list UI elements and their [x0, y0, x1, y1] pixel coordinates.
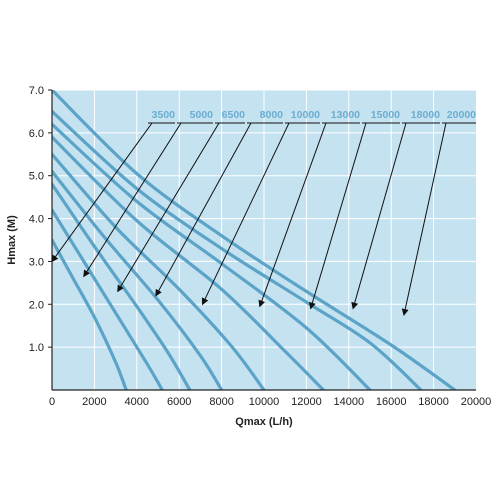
y-tick-label: 5.0: [29, 171, 44, 183]
x-tick-label: 6000: [167, 396, 191, 408]
x-tick-label: 8000: [209, 396, 233, 408]
leader-arrow-6500: [117, 122, 220, 293]
curve-18000: [52, 109, 423, 390]
leader-arrow-20000: [401, 122, 447, 316]
axes: 0 2000 4000 6000 8000 10000 12000 14000 16000 180…: [29, 85, 492, 408]
leader-arrows: [51, 122, 447, 316]
leader-arrow-15000: [309, 122, 367, 310]
leader-arrow-18000: [351, 122, 407, 310]
leader-arrow-3500: [51, 122, 153, 263]
y-tick-label: 2.0: [29, 299, 44, 311]
y-axis-title: Hmax (M): [6, 215, 18, 265]
curve-8000: [52, 169, 224, 390]
legend-label-5000: 5000: [190, 109, 214, 121]
leader-arrow-13000: [258, 122, 327, 308]
x-tick-label: 10000: [249, 396, 280, 408]
y-tick-label: 6.0: [29, 128, 44, 140]
curve-5000: [52, 208, 164, 390]
x-tick-label: 2000: [82, 396, 106, 408]
legend-label-15000: 15000: [371, 109, 400, 121]
pump-curves: [52, 90, 457, 390]
leader-arrow-5000: [83, 122, 182, 278]
legend-label-13000: 13000: [331, 109, 360, 121]
curve-10000: [52, 152, 266, 390]
y-tick-label: 7.0: [29, 85, 44, 97]
y-tick-label: 1.0: [29, 342, 44, 354]
x-tick-label: 16000: [376, 396, 407, 408]
legend-label-6500: 6500: [222, 109, 246, 121]
y-tick-label: 3.0: [29, 256, 44, 268]
y-tick-label: 4.0: [29, 214, 44, 226]
curve-13000: [52, 135, 325, 390]
leader-arrow-8000: [155, 122, 252, 297]
legend: 3500 5000 6500 8000 10000 13000 15000 18000 2000…: [148, 109, 476, 124]
curve-3500: [52, 238, 128, 390]
x-tick-label: 18000: [418, 396, 449, 408]
legend-label-8000: 8000: [260, 109, 284, 121]
x-tick-label: 4000: [125, 396, 149, 408]
curve-20000: [52, 90, 457, 390]
x-tick-label: 20000: [461, 396, 492, 408]
legend-label-18000: 18000: [411, 109, 440, 121]
legend-label-20000: 20000: [447, 109, 476, 121]
x-tick-label: 14000: [334, 396, 365, 408]
legend-label-3500: 3500: [152, 109, 176, 121]
x-tick-label: 0: [49, 396, 55, 408]
leader-arrow-10000: [201, 122, 290, 306]
x-tick-label: 12000: [291, 396, 322, 408]
x-axis-title: Qmax (L/h): [235, 416, 293, 428]
curve-6500: [52, 182, 192, 390]
legend-label-10000: 10000: [291, 109, 320, 121]
